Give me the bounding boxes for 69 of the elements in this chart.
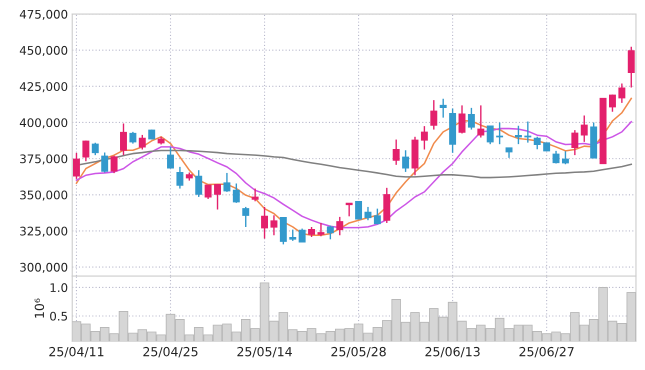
- y-tick-label: 350,000: [20, 190, 68, 201]
- candlestick: [468, 107, 475, 130]
- candlestick: [167, 146, 174, 170]
- candlestick: [506, 147, 512, 159]
- candlestick: [496, 122, 504, 145]
- candlestick: [336, 216, 344, 236]
- candlestick: [232, 182, 240, 204]
- candlestick: [486, 125, 494, 145]
- y-tick-label: 450,000: [20, 46, 68, 56]
- y-tick-label: 1.0: [50, 283, 68, 292]
- y-axis-title: 10⁶: [34, 298, 44, 318]
- candlestick: [534, 136, 541, 150]
- candlestick: [308, 226, 316, 238]
- x-tick-label: 25/06/13: [425, 346, 480, 358]
- x-tick-label: 25/04/11: [49, 346, 104, 358]
- candlestick: [524, 120, 532, 144]
- candlestick: [364, 206, 372, 221]
- candlestick: [458, 104, 466, 134]
- candlestick: [270, 214, 278, 236]
- candlestick: [82, 140, 90, 162]
- candlestick: [392, 138, 400, 166]
- line-series: [76, 98, 632, 236]
- candlestick: [608, 94, 616, 112]
- candlestick: [195, 170, 202, 198]
- candlestick: [402, 150, 410, 173]
- y-tick-label: 375,000: [20, 154, 68, 164]
- candlestick: [204, 184, 212, 200]
- candlestick: [580, 114, 588, 143]
- candlestick: [280, 216, 287, 246]
- candlestick: [420, 125, 428, 150]
- candlestick: [562, 150, 569, 165]
- candlestick: [440, 98, 447, 118]
- candlestick: [176, 166, 184, 190]
- y-tick-label: 0.5: [50, 312, 68, 321]
- candlestick: [552, 150, 560, 164]
- candlestick: [628, 46, 635, 88]
- candlestick: [261, 206, 268, 240]
- x-tick-label: 25/06/27: [519, 346, 574, 358]
- candlestick: [120, 122, 127, 156]
- candlestick: [92, 142, 99, 156]
- candlestick: [355, 201, 362, 220]
- candlestick: [326, 224, 334, 240]
- x-tick-label: 25/04/25: [143, 346, 198, 358]
- x-tick-label: 25/05/28: [331, 346, 386, 358]
- candlestick: [477, 104, 484, 138]
- candlestick: [129, 131, 136, 144]
- candlestick: [242, 206, 250, 228]
- candlestick: [346, 202, 353, 218]
- x-tick-label: 25/05/14: [237, 346, 292, 358]
- candlestick: [317, 222, 324, 237]
- candlestick: [110, 155, 118, 174]
- y-tick-label: 475,000: [20, 10, 68, 20]
- candlestick: [618, 82, 626, 104]
- candlestick: [374, 208, 381, 225]
- y-tick-label: 300,000: [20, 262, 68, 273]
- candlestick: [430, 99, 438, 130]
- y-tick-label: 425,000: [20, 82, 68, 92]
- candlestick: [571, 129, 578, 156]
- candlestick: [214, 184, 221, 210]
- candlestick: [289, 228, 296, 242]
- candlestick: [514, 125, 522, 145]
- candlestick: [73, 152, 80, 180]
- y-tick-label: 325,000: [20, 226, 68, 237]
- y-tick-label: 400,000: [20, 118, 68, 128]
- candlestick: [138, 134, 146, 150]
- candlestick: [223, 172, 230, 193]
- candlestick: [298, 228, 306, 243]
- candlestick: [252, 188, 259, 202]
- candlestick: [101, 152, 108, 174]
